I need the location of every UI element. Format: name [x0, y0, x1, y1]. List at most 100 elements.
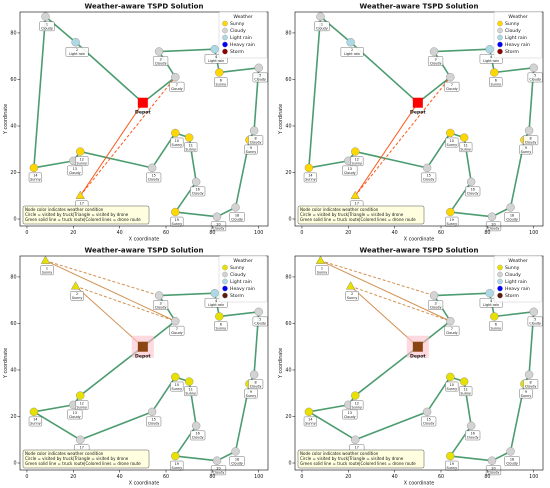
truck-route-segment: [449, 211, 493, 218]
x-tick-label: 80: [209, 474, 215, 480]
truck-node-marker: [529, 63, 538, 73]
drone-launch-line: [45, 260, 176, 322]
node-label-weather: Cloudy: [171, 331, 183, 335]
truck-route-segment: [174, 455, 218, 462]
node-label-id: 4: [215, 55, 217, 59]
legend-marker: [497, 271, 503, 278]
node-label-weather: Cloudy: [155, 61, 167, 65]
node-label-id: 2: [351, 292, 353, 296]
drone-launch-line: [354, 102, 419, 197]
x-tick-label: 60: [163, 474, 169, 480]
node-label-id: 17: [355, 446, 359, 450]
truck-node-marker: [76, 391, 85, 400]
node-label-weather: Sunny: [305, 422, 316, 426]
node-label-id: 19: [175, 462, 179, 466]
node-label-weather: Light rain: [344, 52, 360, 56]
node-label-box: [315, 265, 329, 276]
node-label-box: [244, 388, 258, 399]
truck-node-marker: [147, 163, 157, 173]
node-label-id: 9: [525, 390, 527, 394]
node-label-id: 3: [434, 301, 436, 305]
legend-marker: [222, 34, 228, 41]
truck-route-segment: [79, 411, 153, 441]
y-axis-label: Y coordinate: [3, 104, 9, 135]
node-label-id: 16: [470, 188, 474, 192]
truck-route-segment: [158, 292, 216, 297]
node-label-weather: Sunny: [72, 296, 83, 300]
truck-node-marker: [171, 207, 180, 217]
truck-node-marker: [171, 372, 180, 382]
node-label-id: 14: [33, 174, 37, 178]
truck-route-segment: [493, 67, 535, 74]
drone-node-marker: [345, 281, 356, 290]
node-label-id: 1: [46, 23, 48, 27]
y-tick-label: 40: [10, 124, 16, 130]
truck-node-marker: [171, 72, 180, 82]
node-label-weather: Cloudy: [529, 322, 541, 326]
node-label-id: 10: [175, 139, 179, 143]
node-label-box: [190, 430, 206, 441]
truck-node-marker: [191, 177, 201, 187]
node-label-id: 3: [159, 57, 161, 61]
legend-marker: [497, 292, 503, 299]
truck-node-marker: [29, 407, 39, 417]
truck-node-marker: [254, 63, 263, 73]
x-tick-label: 20: [70, 230, 76, 236]
axes-frame: [19, 11, 269, 227]
node-label-id: 14: [308, 174, 312, 178]
node-label-id: 20: [491, 223, 495, 227]
legend-title: Weather: [233, 14, 252, 20]
node-label-box: [350, 156, 364, 166]
truck-node-marker: [254, 307, 263, 317]
node-label-id: 7: [451, 83, 453, 87]
x-tick-label: 40: [392, 230, 398, 236]
drone-node-marker: [40, 255, 51, 264]
drone-return-line: [79, 76, 176, 197]
chart-panel: 1 Sunny 2 Sunny 3 Cloudy 4 Light rain 5 Cloudy 6 Su…: [0, 244, 275, 488]
node-label-id: 12: [355, 401, 359, 405]
truck-node-marker: [210, 289, 219, 298]
node-label-weather: Cloudy: [423, 178, 435, 182]
truck-node-marker: [231, 203, 240, 212]
node-label-box: [445, 137, 459, 148]
legend-label: Cloudy: [505, 272, 521, 278]
node-label-weather: Cloudy: [506, 217, 518, 221]
legend-label: Sunny: [230, 265, 245, 271]
node-label-id: 17: [80, 446, 84, 450]
y-tick-label: 0: [13, 217, 16, 223]
truck-node-marker: [429, 47, 439, 56]
y-tick-label: 60: [10, 77, 16, 83]
node-label-weather: Cloudy: [231, 461, 243, 465]
truck-node-marker: [466, 421, 476, 431]
y-tick-label: 0: [288, 217, 291, 223]
node-label-id: 2: [351, 48, 353, 52]
depot-marker: [412, 341, 423, 352]
node-label-weather: Light rain: [483, 59, 499, 63]
node-label-weather: Sunny: [246, 394, 257, 398]
truck-node-marker: [210, 45, 219, 54]
chart-title: Weather-aware TSPD Solution: [360, 3, 479, 11]
node-label-box: [314, 21, 330, 32]
x-tick-label: 100: [254, 230, 263, 236]
y-tick-label: 20: [10, 170, 16, 176]
truck-node-marker: [191, 421, 201, 431]
truck-route-segment: [158, 48, 216, 53]
node-label-box: [169, 81, 185, 92]
legend-title: Weather: [233, 258, 252, 264]
truck-node-marker: [154, 291, 164, 300]
node-label-id: 13: [348, 167, 352, 171]
y-tick-label: 80: [285, 275, 291, 281]
annotation-line: Circle = visited by truck|Triangle = vis…: [25, 456, 129, 461]
node-label-weather: Cloudy: [529, 78, 541, 82]
truck-node-marker: [446, 128, 455, 138]
legend-label: Light rain: [505, 35, 527, 41]
node-label-box: [214, 321, 228, 331]
chart-title: Weather-aware TSPD Solution: [85, 3, 204, 11]
node-label-weather: Sunny: [351, 161, 362, 165]
x-axis-label: X coordinate: [404, 481, 434, 487]
node-label-id: 1: [46, 267, 48, 271]
axes-frame: [294, 11, 544, 227]
truck-node-marker: [422, 407, 432, 417]
annotation-line: Green solid line = truck route|Colored l…: [300, 217, 416, 222]
